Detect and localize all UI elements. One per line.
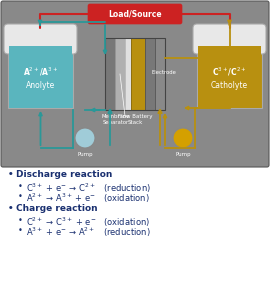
Circle shape [173,128,193,148]
Bar [125,38,131,110]
Text: A$^{2+}$ → A$^{3+}$ + e$^{-}$   (oxidation): A$^{2+}$ → A$^{3+}$ + e$^{-}$ (oxidation… [26,192,150,206]
Text: •: • [18,182,23,191]
Text: •: • [18,216,23,225]
Bar [115,38,125,110]
Text: Anolyte: Anolyte [26,82,55,91]
Bar [9,46,72,108]
Bar [197,42,262,108]
Text: Load/Source: Load/Source [108,10,162,19]
Text: C$^{3+}$/C$^{2+}$: C$^{3+}$/C$^{2+}$ [212,66,247,78]
Bar [105,38,115,110]
Text: Discharge reaction: Discharge reaction [16,170,112,179]
Bar [131,38,145,110]
Bar [105,38,165,110]
Text: Charge reaction: Charge reaction [16,204,98,213]
Bar [145,38,155,110]
Bar [8,42,73,108]
Text: Flow Battery
Stack: Flow Battery Stack [118,114,152,125]
Text: •: • [18,192,23,201]
Text: A$^{3+}$ + e$^{-}$ → A$^{2+}$   (reduction): A$^{3+}$ + e$^{-}$ → A$^{2+}$ (reduction… [26,226,151,239]
FancyBboxPatch shape [4,24,77,54]
Text: Membrane
Separator: Membrane Separator [102,114,130,125]
Circle shape [75,128,95,148]
Text: C$^{2+}$ → C$^{3+}$ + e$^{-}$   (oxidation): C$^{2+}$ → C$^{3+}$ + e$^{-}$ (oxidation… [26,216,150,230]
FancyBboxPatch shape [1,1,269,167]
FancyBboxPatch shape [89,4,181,23]
Text: Catholyte: Catholyte [211,82,248,91]
Bar [198,46,261,108]
Text: Pump: Pump [175,152,191,157]
Text: •: • [18,226,23,235]
Text: •: • [8,204,14,213]
Text: Pump: Pump [77,152,93,157]
FancyBboxPatch shape [193,24,266,54]
Text: C$^{3+}$ + e$^{-}$ → C$^{2+}$   (reduction): C$^{3+}$ + e$^{-}$ → C$^{2+}$ (reduction… [26,182,151,195]
Text: A$^{2+}$/A$^{3+}$: A$^{2+}$/A$^{3+}$ [23,66,58,78]
Text: Electrode: Electrode [151,70,176,76]
Text: •: • [8,170,14,179]
